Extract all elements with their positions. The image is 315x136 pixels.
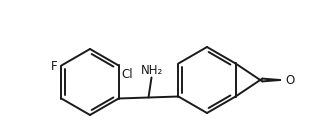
- Text: Cl: Cl: [122, 69, 133, 81]
- Text: O: O: [285, 75, 295, 87]
- Text: F: F: [51, 60, 57, 73]
- Text: NH₂: NH₂: [140, 64, 163, 76]
